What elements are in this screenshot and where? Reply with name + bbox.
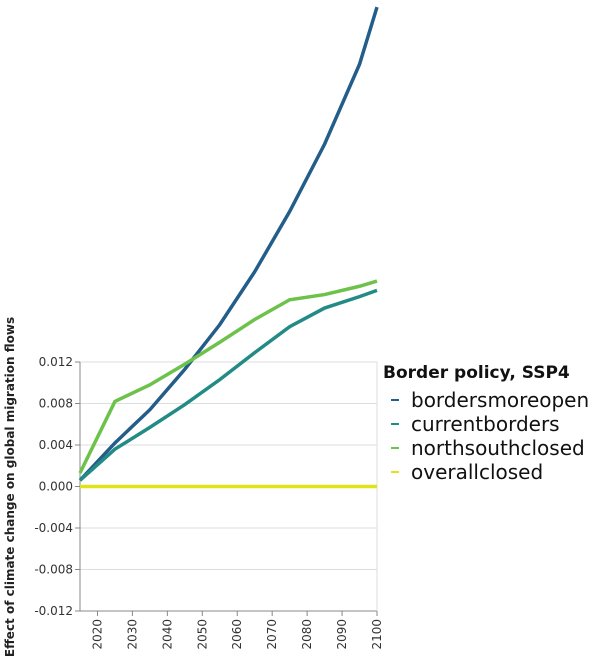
x-tick-label: 2070 [265, 619, 279, 650]
legend-label: northsouthclosed [411, 436, 585, 460]
x-tick-label: 2050 [195, 619, 209, 650]
x-tick-label: 2100 [370, 619, 384, 650]
line-series [78, 288, 378, 482]
x-tick-label: 2080 [300, 619, 314, 650]
y-tick-label: -0.012 [34, 604, 73, 618]
legend-title: Border policy, SSP4 [383, 363, 570, 383]
y-axis-title: Effect of climate change on global migra… [3, 317, 17, 657]
legend-label: overallclosed [411, 460, 543, 484]
legend-label: currentborders [411, 412, 560, 436]
y-tick-label: 0.008 [39, 397, 73, 411]
line-series [78, 279, 378, 474]
x-tick-label: 2020 [90, 619, 104, 650]
x-tick-label: 2060 [230, 619, 244, 650]
y-tick-label: 0.000 [39, 480, 73, 494]
legend-label: bordersmoreopen [411, 388, 589, 412]
y-tick-label: 0.004 [39, 438, 73, 452]
y-tick-label: 0.012 [39, 355, 73, 369]
x-tick-label: 2090 [335, 619, 349, 650]
x-tick-label: 2040 [160, 619, 174, 650]
x-tick-label: 2030 [125, 619, 139, 650]
line-series [78, 6, 379, 482]
y-tick-label: -0.004 [34, 521, 73, 535]
y-tick-label: -0.008 [34, 563, 73, 577]
